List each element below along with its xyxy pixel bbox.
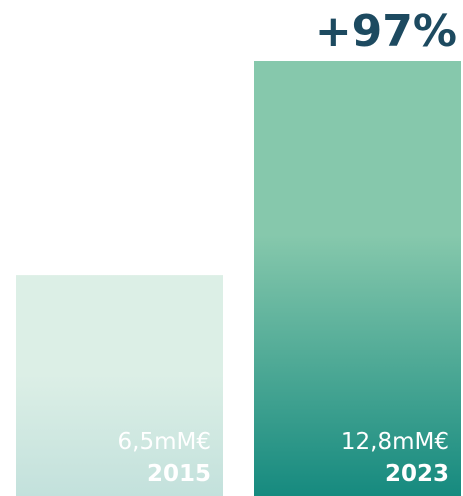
- bar-category-label-2023: 2023: [385, 461, 449, 487]
- bar-category-label-2015: 2015: [147, 461, 211, 487]
- growth-percentage-label: +97%: [315, 6, 457, 57]
- bar-value-label-2015: 6,5mM€: [118, 429, 211, 455]
- bar-value-label-2023: 12,8mM€: [341, 429, 449, 455]
- bar-2015: [16, 275, 223, 496]
- bar-2023: [254, 61, 461, 496]
